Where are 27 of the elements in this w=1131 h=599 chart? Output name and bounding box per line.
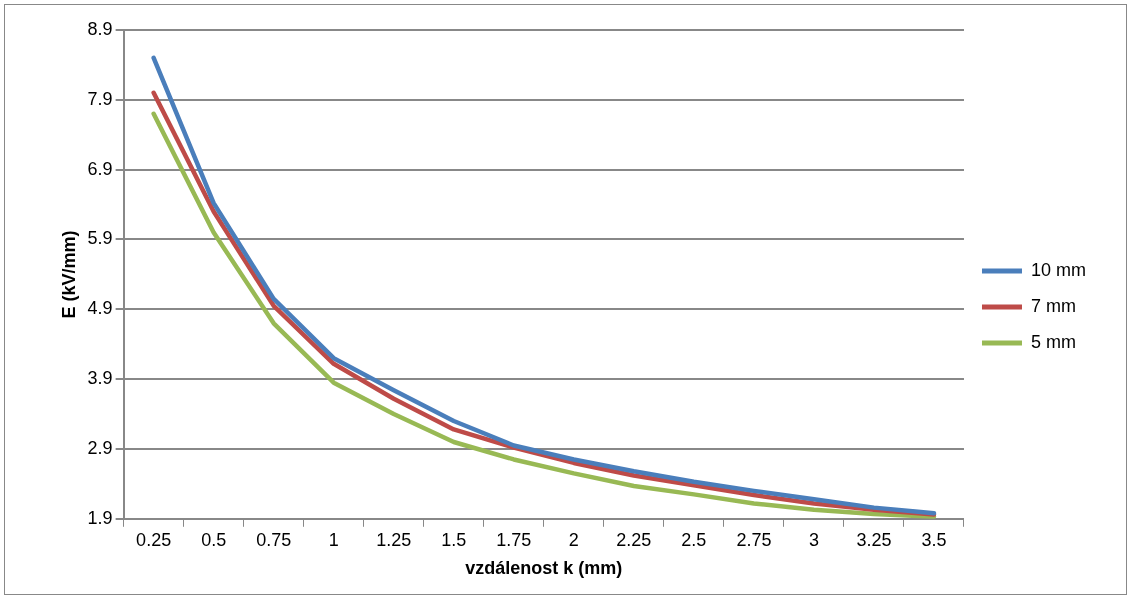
x-tick-label: 1 xyxy=(328,529,339,550)
y-tick-label: 7.9 xyxy=(87,88,113,109)
y-tick-label: 4.9 xyxy=(87,298,113,319)
x-tick-label: 1.25 xyxy=(376,529,412,550)
legend-label: 10 mm xyxy=(1030,259,1086,280)
x-axis-title: vzdálenost k (mm) xyxy=(465,558,623,579)
x-tick-label: 3.5 xyxy=(921,529,947,550)
y-tick-label: 2.9 xyxy=(87,437,113,458)
y-tick-label: 6.9 xyxy=(87,158,113,179)
x-tick-label: 1.5 xyxy=(441,529,467,550)
y-tick-label: 8.9 xyxy=(87,18,113,39)
x-tick-label: 1.75 xyxy=(496,529,532,550)
x-tick-label: 2.75 xyxy=(736,529,772,550)
legend-label: 5 mm xyxy=(1030,331,1076,352)
x-tick-label: 3 xyxy=(808,529,819,550)
x-tick-label: 2.25 xyxy=(616,529,652,550)
x-tick-label: 0.75 xyxy=(256,529,292,550)
x-tick-label: 0.5 xyxy=(201,529,227,550)
legend-label: 7 mm xyxy=(1030,295,1076,316)
x-tick-label: 0.25 xyxy=(136,529,172,550)
y-tick-label: 5.9 xyxy=(87,228,113,249)
x-tick-label: 3.25 xyxy=(856,529,892,550)
x-tick-label: 2 xyxy=(568,529,579,550)
x-tick-label: 2.5 xyxy=(681,529,707,550)
y-axis-title: E (kV/mm) xyxy=(58,230,79,319)
y-tick-label: 3.9 xyxy=(87,368,113,389)
y-tick-label: 1.9 xyxy=(87,507,113,528)
